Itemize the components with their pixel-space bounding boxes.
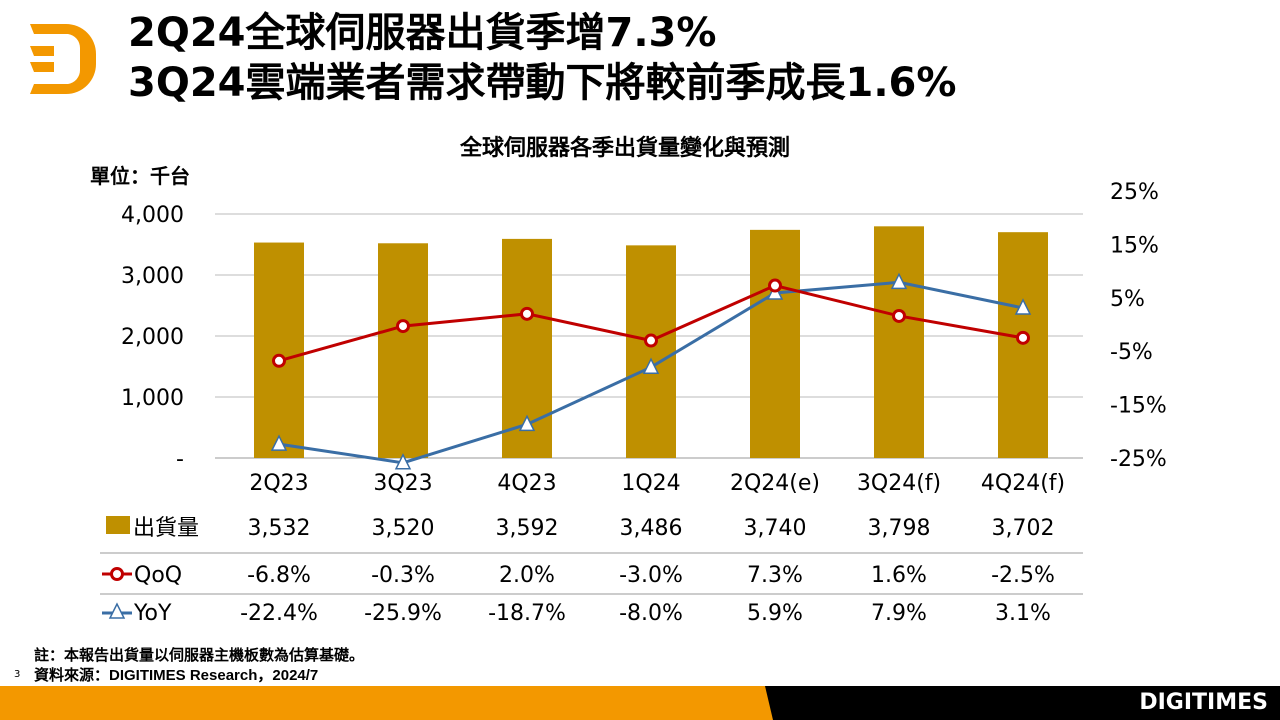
table-cell: -3.0% bbox=[619, 563, 683, 588]
bar-2Q23 bbox=[254, 242, 304, 458]
legend-qoq-marker bbox=[110, 567, 124, 581]
x-tick-label: 4Q23 bbox=[497, 471, 556, 496]
table-cell: 7.3% bbox=[747, 563, 803, 588]
legend-yoy-marker bbox=[108, 602, 126, 619]
footer-orange-bar bbox=[0, 686, 775, 720]
legend-bar-swatch bbox=[106, 516, 130, 534]
title-line-1: 2Q24全球伺服器出貨季增7.3% bbox=[128, 10, 717, 56]
legend-label-YoY: YoY bbox=[133, 601, 172, 626]
legend-label-QoQ: QoQ bbox=[134, 563, 182, 588]
qoq-point bbox=[768, 278, 782, 293]
y2-tick-label: -15% bbox=[1110, 394, 1167, 419]
table-cell: 3,520 bbox=[372, 516, 435, 541]
yoy-point bbox=[394, 453, 412, 470]
x-tick-label: 2Q23 bbox=[249, 471, 308, 496]
y-tick-label: - bbox=[176, 447, 184, 472]
qoq-point bbox=[892, 308, 906, 323]
table-cell: 3,486 bbox=[620, 516, 683, 541]
table-cell: 1.6% bbox=[871, 563, 927, 588]
yoy-point bbox=[518, 414, 536, 432]
table-cell: -6.8% bbox=[247, 563, 311, 588]
x-tick-label: 4Q24(f) bbox=[981, 471, 1065, 496]
table-cell: -25.9% bbox=[364, 601, 442, 626]
table-cell: -8.0% bbox=[619, 601, 683, 626]
y2-tick-label: 15% bbox=[1110, 233, 1159, 258]
x-tick-label: 1Q24 bbox=[621, 471, 680, 496]
yoy-point bbox=[270, 434, 288, 451]
digitimes-logo bbox=[22, 18, 102, 102]
x-tick-label: 3Q23 bbox=[373, 471, 432, 496]
qoq-point bbox=[644, 333, 658, 348]
yoy-point bbox=[642, 357, 660, 374]
bar-3Q24(f) bbox=[874, 226, 924, 458]
page-number: 3 bbox=[14, 669, 21, 680]
qoq-point bbox=[272, 353, 286, 368]
brand-logo-text: DIGITIMES bbox=[1139, 690, 1268, 715]
table-cell: 3,740 bbox=[744, 516, 807, 541]
table-cell: 3,702 bbox=[992, 516, 1055, 541]
qoq-point bbox=[396, 319, 410, 334]
table-cell: -0.3% bbox=[371, 563, 435, 588]
bar-3Q23 bbox=[378, 243, 428, 458]
x-tick-label: 2Q24(e) bbox=[730, 471, 820, 496]
table-cell: -2.5% bbox=[991, 563, 1055, 588]
y-tick-label: 1,000 bbox=[121, 386, 184, 411]
y2-tick-label: 5% bbox=[1110, 287, 1145, 312]
bar-1Q24 bbox=[626, 245, 676, 458]
table-cell: 2.0% bbox=[499, 563, 555, 588]
x-tick-label: 3Q24(f) bbox=[857, 471, 941, 496]
y2-tick-label: -5% bbox=[1110, 340, 1153, 365]
y-tick-label: 4,000 bbox=[121, 203, 184, 228]
bar-2Q24(e) bbox=[750, 229, 800, 458]
table-cell: -18.7% bbox=[488, 601, 566, 626]
table-cell: 5.9% bbox=[747, 601, 803, 626]
table-cell: 3,532 bbox=[248, 516, 311, 541]
footnote: 註：本報告出貨量以伺服器主機板數為估算基礎。 bbox=[34, 647, 365, 664]
qoq-point bbox=[1016, 330, 1030, 345]
y-tick-label: 2,000 bbox=[121, 325, 184, 350]
table-cell: 3.1% bbox=[995, 601, 1051, 626]
table-cell: 3,798 bbox=[868, 516, 931, 541]
table-cell: 7.9% bbox=[871, 601, 927, 626]
y-axis-unit: 單位：千台 bbox=[90, 164, 190, 188]
qoq-point bbox=[520, 306, 534, 321]
source-note: 資料來源：DIGITIMES Research，2024/7 bbox=[34, 667, 319, 684]
y2-tick-label: -25% bbox=[1110, 447, 1167, 472]
yoy-point bbox=[890, 272, 908, 290]
table-cell: 3,592 bbox=[496, 516, 559, 541]
bar-4Q24(f) bbox=[998, 232, 1048, 458]
legend-label-出貨量: 出貨量 bbox=[133, 516, 199, 541]
yoy-point bbox=[1014, 298, 1032, 315]
chart-title: 全球伺服器各季出貨量變化與預測 bbox=[459, 136, 790, 161]
title-line-2: 3Q24雲端業者需求帶動下將較前季成長1.6% bbox=[128, 60, 957, 106]
table-cell: -22.4% bbox=[240, 601, 318, 626]
footer-black-bar bbox=[765, 686, 1280, 720]
y-tick-label: 3,000 bbox=[121, 264, 184, 289]
y2-tick-label: 25% bbox=[1110, 180, 1159, 205]
